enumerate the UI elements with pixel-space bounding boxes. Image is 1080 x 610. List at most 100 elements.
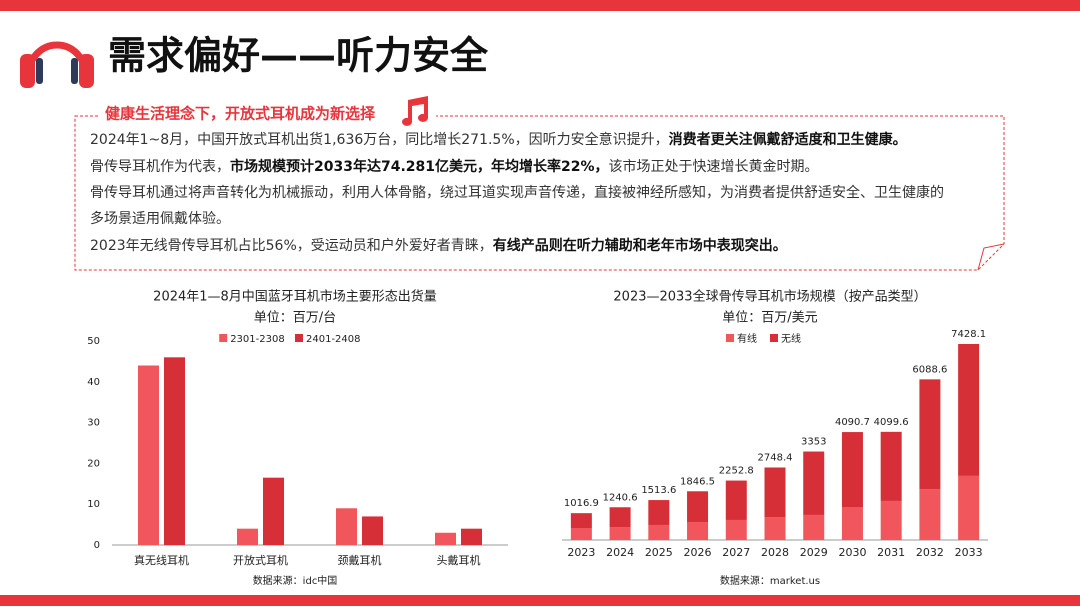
bar-segment <box>687 491 709 523</box>
legend-swatch <box>219 334 228 342</box>
legend-swatch <box>295 334 303 342</box>
chart-subtitle: 单位：百万/美元 <box>722 311 817 326</box>
total-label: 4099.6 <box>874 417 909 428</box>
intro-box <box>74 115 1005 271</box>
bar-segment <box>958 344 980 476</box>
chart-source: 数据来源：idc中国 <box>253 574 338 587</box>
legend: 有线 无线 <box>726 332 801 345</box>
intro-segment: 有线产品则在听力辅助和老年市场中表现突出。 <box>493 237 787 254</box>
intro-segment: 多场景适用佩戴体验。 <box>90 210 230 227</box>
bar-segment <box>880 500 902 540</box>
bar-segment <box>725 519 747 540</box>
bar-segment <box>687 522 709 540</box>
x-tick-label: 2025 <box>645 546 673 559</box>
intro-line: 2024年1~8月，中国开放式耳机出货1,636万台，同比增长271.5%，因听… <box>90 131 907 148</box>
intro-segment: 消费者更关注佩戴舒适度和卫生健康。 <box>669 131 907 148</box>
intro-heading: 健康生活理念下，开放式耳机成为新选择 <box>105 105 376 123</box>
total-label: 1513.6 <box>641 485 676 496</box>
legend-label: 有线 <box>737 332 757 345</box>
y-tick-label: 50 <box>87 336 100 347</box>
x-tick-label: 2031 <box>877 546 905 559</box>
x-tick-label: 2033 <box>955 546 983 559</box>
bar <box>362 516 383 545</box>
intro-segment: 该市场正处于快速增长黄金时期。 <box>609 158 819 175</box>
intro-line: 骨传导耳机通过将声音转化为机械振动，利用人体骨骼，绕过耳道实现声音传递，直接被神… <box>90 184 944 201</box>
total-label: 2252.8 <box>719 466 754 477</box>
charts: 2024年1—8月中国蓝牙耳机市场主要形态出货量单位：百万/台数据来源：idc中… <box>87 289 988 587</box>
bar <box>336 508 357 545</box>
x-tick-label: 2027 <box>722 546 750 559</box>
total-label: 4090.7 <box>835 417 870 428</box>
legend-label: 2301-2308 <box>230 334 285 345</box>
x-tick-label: 2024 <box>606 546 634 559</box>
bar <box>435 532 456 545</box>
top-bar <box>0 0 1080 11</box>
bar-segment <box>648 524 670 540</box>
page-title: 需求偏好——听力安全 <box>108 34 489 78</box>
total-label: 7428.1 <box>951 329 986 340</box>
music-note-icon <box>402 96 428 126</box>
bar-segment <box>919 489 941 540</box>
y-tick-label: 20 <box>87 458 100 469</box>
legend: 2301-2308 2401-2408 <box>219 334 361 345</box>
chart-title: 2023—2033全球骨传导耳机市场规模（按产品类型） <box>613 289 926 305</box>
bar-segment <box>570 527 592 540</box>
total-label: 1240.6 <box>603 492 638 503</box>
intro-line: 多场景适用佩戴体验。 <box>90 210 230 227</box>
total-label: 1016.9 <box>564 498 599 509</box>
bar <box>237 528 258 545</box>
bar-segment <box>803 451 825 515</box>
bar-segment <box>648 500 670 525</box>
bar-segment <box>609 527 631 540</box>
x-tick-label: 2030 <box>838 546 866 559</box>
headphones-icon <box>20 41 94 88</box>
y-tick-label: 30 <box>87 418 100 429</box>
bar-segment <box>803 514 825 540</box>
x-tick-label: 2032 <box>916 546 944 559</box>
y-tick-label: 40 <box>87 377 100 388</box>
x-tick-label: 2028 <box>761 546 789 559</box>
x-tick-label: 颈戴耳机 <box>338 553 382 567</box>
intro-line: 骨传导耳机作为代表，市场规模预计2033年达74.281亿美元，年均增长率22%… <box>90 158 819 175</box>
x-tick-label: 头戴耳机 <box>437 553 481 567</box>
total-label: 3353 <box>801 437 826 448</box>
bar-segment <box>880 431 902 501</box>
bar-segment <box>570 513 592 528</box>
chart-subtitle: 单位：百万/台 <box>254 311 336 326</box>
intro-text: 2024年1~8月，中国开放式耳机出货1,636万台，同比增长271.5%，因听… <box>90 131 944 254</box>
bar <box>461 528 482 545</box>
heading-bg <box>98 104 436 126</box>
bar-segment <box>609 507 631 528</box>
chart-source: 数据来源：market.us <box>720 574 820 587</box>
intro-segment: 骨传导耳机作为代表， <box>90 159 230 175</box>
bar-segment <box>725 480 747 520</box>
intro-line: 2023年无线骨传导耳机占比56%，受运动员和户外爱好者青睐，有线产品则在听力辅… <box>90 237 787 254</box>
intro-segment: 2023年无线骨传导耳机占比56%，受运动员和户外爱好者青睐， <box>90 237 493 254</box>
bar-segment <box>764 467 786 518</box>
bar-segment <box>764 517 786 540</box>
bar <box>138 365 159 545</box>
x-tick-label: 2023 <box>567 546 595 559</box>
y-tick-label: 10 <box>87 499 100 510</box>
bar-segment <box>841 432 863 508</box>
intro-segment: 2024年1~8月，中国开放式耳机出货1,636万台，同比增长271.5%，因听… <box>90 131 669 148</box>
total-label: 1846.5 <box>680 476 715 487</box>
y-tick-label: 0 <box>94 540 100 551</box>
intro-segment: 市场规模预计2033年达74.281亿美元，年均增长率22%， <box>230 158 609 175</box>
bar-segment <box>958 475 980 540</box>
bottom-bar <box>0 595 1080 606</box>
bar-segment <box>919 379 941 490</box>
legend-label: 2401-2408 <box>306 334 361 345</box>
bar-segment <box>841 507 863 540</box>
intro-segment: 骨传导耳机通过将声音转化为机械振动，利用人体骨骼，绕过耳道实现声音传递，直接被神… <box>90 184 944 201</box>
x-tick-label: 2029 <box>800 546 828 559</box>
legend-label: 无线 <box>781 332 801 345</box>
x-tick-label: 真无线耳机 <box>134 553 189 567</box>
bar <box>164 357 185 545</box>
legend-swatch <box>770 334 778 342</box>
total-label: 6088.6 <box>912 364 947 375</box>
bar <box>263 477 284 545</box>
fold-corner <box>977 243 1005 271</box>
chart-title: 2024年1—8月中国蓝牙耳机市场主要形态出货量 <box>153 289 437 305</box>
